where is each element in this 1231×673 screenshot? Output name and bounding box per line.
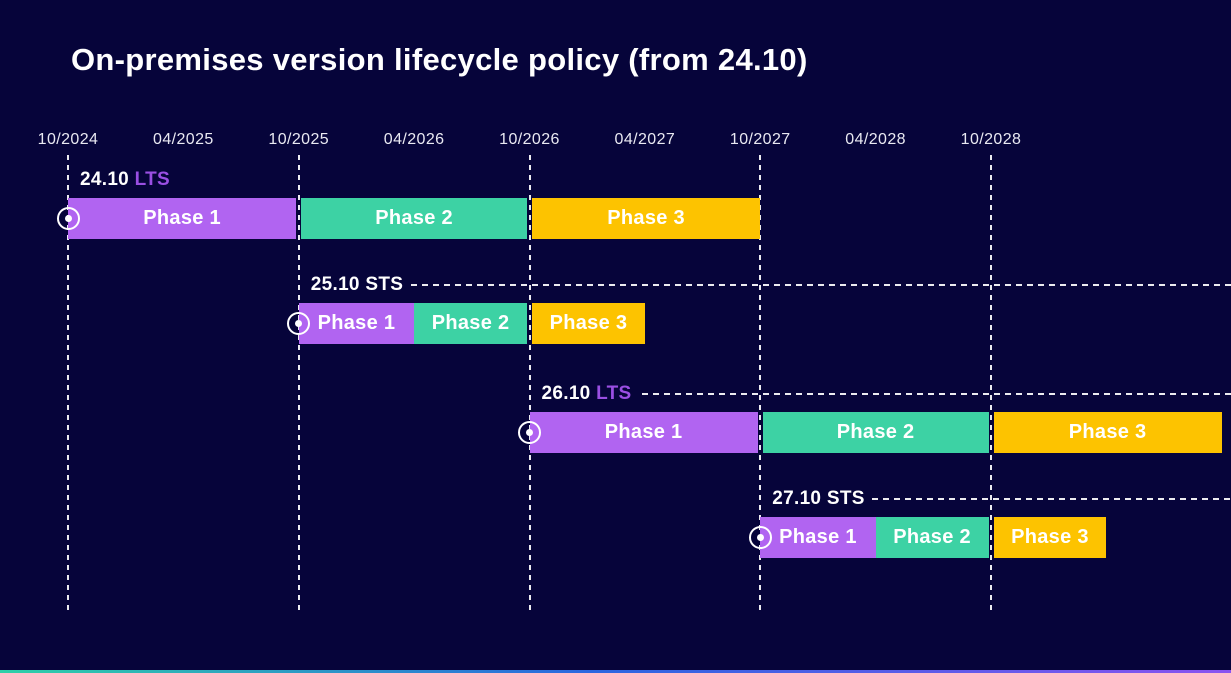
axis-tick-label: 10/2025: [268, 131, 330, 148]
release-start-marker-icon: [287, 312, 311, 335]
phase-bar: Phase 1: [298, 303, 415, 344]
bottom-gradient-bar: [0, 670, 1231, 673]
release-channel: STS: [365, 274, 404, 295]
release-start-marker-icon: [56, 207, 80, 230]
release-start-marker-dot: [64, 215, 72, 222]
extension-dashed-line: [872, 498, 1231, 500]
release-label: 26.10 LTS: [542, 383, 632, 405]
phase-bar: Phase 2: [875, 517, 989, 558]
gridline-dashed-vertical: [759, 155, 762, 612]
extension-dashed-line: [641, 393, 1231, 395]
axis-tick-label: 04/2027: [614, 131, 676, 148]
release-version: 26.10: [541, 383, 597, 404]
release-channel: LTS: [134, 169, 171, 190]
gridline-dashed-vertical: [990, 155, 992, 612]
release-channel: STS: [826, 488, 865, 509]
phase-bar: Phase 2: [414, 303, 527, 344]
phase-bar: Phase 3: [993, 517, 1107, 558]
axis-tick-label: 04/2028: [845, 131, 906, 148]
gridline-dashed-vertical: [67, 155, 69, 612]
release-start-marker-icon: [748, 526, 772, 549]
release-label: 25.10 STS: [311, 274, 404, 296]
release-version: 25.10: [310, 274, 366, 295]
phase-bar: Phase 3: [532, 198, 761, 239]
phase-bar: Phase 1: [760, 517, 876, 558]
release-version: 27.10: [772, 488, 827, 509]
gridline-dashed-vertical: [297, 155, 300, 612]
phase-bar: Phase 1: [68, 198, 297, 239]
axis-tick-label: 10/2024: [37, 131, 99, 148]
release-start-marker-dot: [526, 429, 533, 436]
phase-bar: Phase 3: [532, 303, 645, 344]
phase-bar: Phase 2: [762, 412, 989, 453]
release-label: 24.10 LTS: [80, 169, 170, 191]
chart-title: On-premises version lifecycle policy (fr…: [71, 42, 808, 77]
axis-tick-label: 10/2028: [960, 131, 1022, 148]
axis-tick-label: 10/2026: [499, 131, 560, 148]
axis-tick-label: 04/2025: [153, 131, 214, 148]
axis-tick-label: 04/2026: [383, 131, 445, 148]
release-version: 24.10: [80, 169, 135, 190]
release-label: 27.10 STS: [772, 488, 865, 510]
phase-bar: Phase 3: [993, 412, 1222, 453]
axis-tick-label: 10/2027: [729, 131, 791, 148]
phase-bar: Phase 2: [301, 198, 527, 239]
extension-dashed-line: [410, 284, 1231, 286]
release-start-marker-dot: [295, 320, 303, 327]
release-channel: LTS: [596, 383, 632, 404]
release-start-marker-icon: [518, 421, 541, 444]
gridline-dashed-vertical: [528, 155, 531, 612]
phase-bar: Phase 1: [529, 412, 758, 453]
release-start-marker-dot: [756, 534, 764, 541]
